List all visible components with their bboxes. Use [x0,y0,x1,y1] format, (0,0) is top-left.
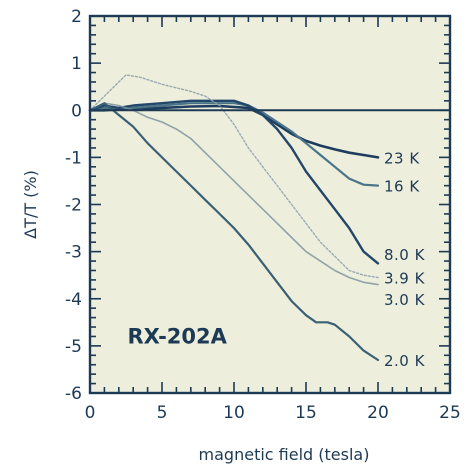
y-tick-label: 1 [71,54,82,74]
y-tick-label: 2 [71,7,82,27]
y-tick-label: -5 [65,337,82,357]
series-label: 3.9 K [384,270,426,288]
y-tick-label: -2 [65,196,82,216]
series-label: 8.0 K [384,246,426,264]
y-tick-label: -3 [65,243,82,263]
series-label: 23 K [384,149,420,167]
series-label: 3.0 K [384,291,426,309]
x-tick-label: 10 [223,403,245,423]
x-tick-label: 5 [157,403,168,423]
device-annotation: RX-202A [127,325,227,349]
y-axis-title: ΔT/T (%) [21,170,40,239]
y-tick-label: -4 [65,290,82,310]
x-tick-label: 15 [295,403,317,423]
y-tick-label: -1 [65,148,82,168]
x-tick-label: 0 [85,403,96,423]
x-tick-label: 20 [367,403,389,423]
y-tick-label: -6 [65,384,82,404]
series-label: 16 K [384,178,420,196]
x-axis-title: magnetic field (tesla) [199,445,370,464]
y-tick-label: 0 [71,101,82,121]
series-label: 2.0 K [384,352,426,370]
x-tick-label: 25 [439,403,461,423]
